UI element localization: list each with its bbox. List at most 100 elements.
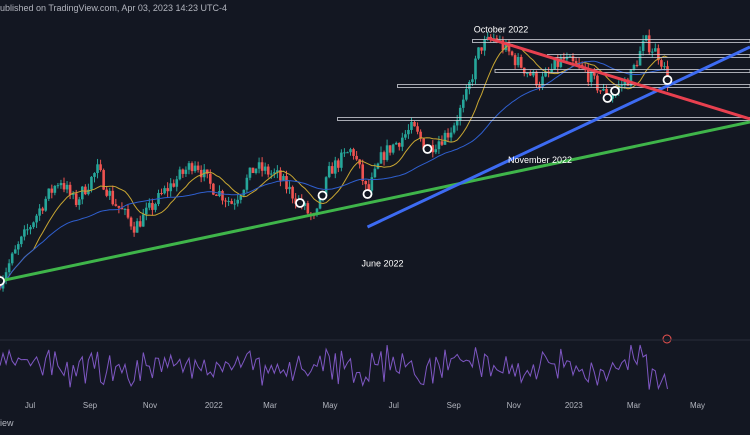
footer-text: iew <box>0 418 14 428</box>
event-marker-icon <box>663 335 671 343</box>
pivot-point <box>0 277 4 285</box>
candle-body <box>26 229 29 230</box>
candle-body <box>185 170 188 174</box>
horizontal-level <box>398 85 750 88</box>
candle-body <box>407 130 410 134</box>
candle-body <box>23 229 26 236</box>
candle-body <box>54 186 57 193</box>
candle-body <box>130 218 133 227</box>
candle-body <box>307 203 310 213</box>
candle-body <box>352 149 355 156</box>
x-tick-label: Jul <box>389 401 399 410</box>
candle-body <box>108 191 111 196</box>
candle-body <box>441 141 444 144</box>
candle-body <box>163 188 166 193</box>
candle-body <box>288 187 291 189</box>
candle-body <box>148 203 151 208</box>
candle-body <box>511 51 514 55</box>
horizontal-level <box>338 118 750 121</box>
candle-body <box>569 56 572 57</box>
candle-body <box>462 100 465 108</box>
candle-body <box>81 187 84 200</box>
candle-body <box>636 65 639 66</box>
pivot-point <box>319 192 327 200</box>
candle-body <box>444 133 447 145</box>
candle-body <box>224 200 227 201</box>
candle-body <box>105 190 108 196</box>
candle-body <box>194 166 197 172</box>
candle-body <box>249 168 252 178</box>
candle-body <box>386 145 389 160</box>
candle-body <box>535 72 538 86</box>
candle-body <box>252 168 255 173</box>
candle-body <box>599 90 602 91</box>
published-header: ublished on TradingView.com, Apr 03, 202… <box>0 3 227 13</box>
candle-body <box>20 237 23 245</box>
pivot-point <box>364 190 372 198</box>
candle-body <box>404 134 407 137</box>
candle-body <box>236 200 239 204</box>
candle-body <box>145 208 148 215</box>
candle-body <box>151 203 154 210</box>
candle-body <box>182 169 185 173</box>
candle-body <box>575 61 578 63</box>
candle-body <box>620 85 623 86</box>
candle-body <box>349 149 352 152</box>
candle-body <box>115 204 118 206</box>
candle-body <box>78 199 81 205</box>
candle-body <box>553 60 556 69</box>
candle-body <box>14 249 17 253</box>
candle-body <box>69 185 72 195</box>
x-tick-label: 2022 <box>205 401 223 410</box>
candle-body <box>450 133 453 138</box>
candle-body <box>160 193 163 194</box>
x-tick-label: May <box>322 401 337 410</box>
x-tick-label: Nov <box>143 401 157 410</box>
candle-body <box>602 89 605 91</box>
candle-body <box>60 183 63 185</box>
candle-body <box>99 164 102 170</box>
x-tick-label: 2023 <box>565 401 583 410</box>
candle-body <box>639 51 642 66</box>
candle-body <box>663 66 666 67</box>
candle-body <box>264 167 267 171</box>
candle-body <box>93 173 96 177</box>
x-tick-label: Jul <box>25 401 35 410</box>
candle-body <box>90 177 93 190</box>
candle-body <box>401 138 404 147</box>
candle-body <box>118 206 121 208</box>
candle-body <box>459 108 462 120</box>
x-tick-label: Sep <box>83 401 98 410</box>
candle-body <box>587 69 590 82</box>
horizontal-level <box>473 40 750 43</box>
candle-body <box>374 169 377 178</box>
candle-body <box>175 179 178 187</box>
candle-body <box>243 190 246 196</box>
trendline-blue_support <box>368 47 750 227</box>
candle-body <box>389 145 392 152</box>
candle-body <box>179 169 182 179</box>
candle-body <box>136 221 139 232</box>
pivot-point <box>611 87 619 95</box>
candle-body <box>270 174 273 175</box>
candle-body <box>41 208 44 210</box>
candle-body <box>392 144 395 152</box>
pivot-point <box>424 145 432 153</box>
candle-body <box>47 189 50 199</box>
x-tick-label: Sep <box>447 401 462 410</box>
candle-body <box>124 209 127 210</box>
candle-body <box>343 152 346 153</box>
candle-body <box>383 152 386 160</box>
candle-body <box>209 174 212 184</box>
candle-body <box>331 166 334 174</box>
candle-body <box>538 85 541 87</box>
candle-body <box>142 214 145 226</box>
x-tick-label: Mar <box>263 401 277 410</box>
candle-body <box>346 152 349 153</box>
candle-body <box>267 167 270 175</box>
candle-body <box>337 160 340 167</box>
candle-body <box>258 162 261 168</box>
candle-body <box>566 57 569 60</box>
candle-body <box>355 156 358 159</box>
